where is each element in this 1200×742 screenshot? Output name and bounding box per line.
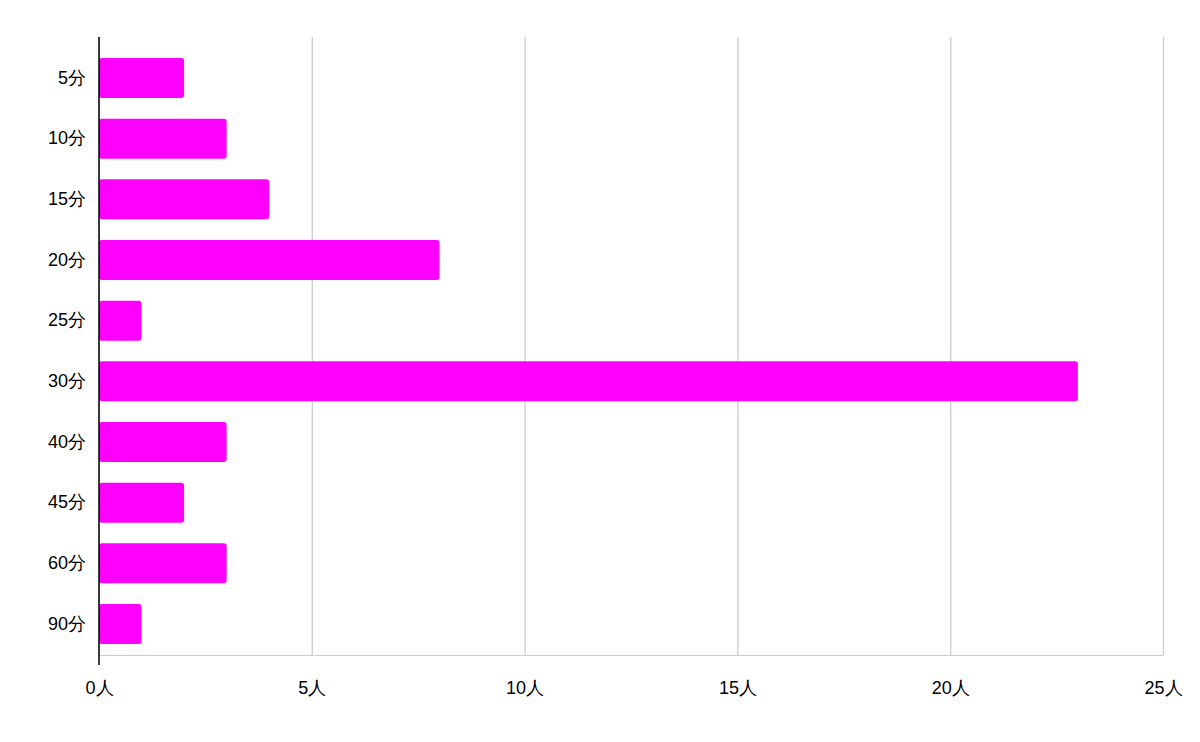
x-tick-label: 10人 bbox=[506, 678, 544, 698]
bar bbox=[99, 119, 227, 159]
y-tick: 5分 bbox=[58, 68, 86, 88]
y-tick: 10分 bbox=[48, 128, 86, 148]
x-tick-label: 20人 bbox=[932, 678, 970, 698]
y-tick: 40分 bbox=[48, 432, 86, 452]
y-tick-label: 25分 bbox=[48, 310, 86, 330]
y-tick-label: 20分 bbox=[48, 250, 86, 270]
y-tick-label: 40分 bbox=[48, 432, 86, 452]
chart: 0人 5人 10人 15人 20人 25人 5分 10分 15分 20分 25分 30分 40分 45分 6… bbox=[0, 0, 1200, 742]
y-tick: 20分 bbox=[48, 250, 86, 270]
x-tick-label: 5人 bbox=[298, 678, 326, 698]
y-tick: 90分 bbox=[48, 614, 86, 634]
x-axis-line bbox=[100, 655, 1164, 656]
y-tick-label: 15分 bbox=[48, 189, 86, 209]
y-tick: 30分 bbox=[48, 371, 86, 391]
y-tick-label: 10分 bbox=[48, 128, 86, 148]
x-tick-label: 0人 bbox=[85, 678, 113, 698]
bar bbox=[99, 361, 1078, 401]
y-tick: 60分 bbox=[48, 553, 86, 573]
grid-line bbox=[950, 37, 951, 655]
x-tick-label: 15人 bbox=[719, 678, 757, 698]
bar bbox=[99, 240, 439, 280]
y-tick: 45分 bbox=[48, 492, 86, 512]
y-tick-label: 60分 bbox=[48, 553, 86, 573]
y-axis: 5分 10分 15分 20分 25分 30分 40分 45分 60分 90分 bbox=[48, 37, 99, 665]
bar bbox=[99, 58, 184, 98]
grid-line bbox=[737, 37, 738, 655]
y-tick-label: 90分 bbox=[48, 614, 86, 634]
y-tick-label: 30分 bbox=[48, 371, 86, 391]
bar bbox=[99, 483, 184, 523]
grid-line bbox=[1163, 37, 1164, 655]
y-tick: 15分 bbox=[48, 189, 86, 209]
y-tick-label: 45分 bbox=[48, 492, 86, 512]
grid-line bbox=[312, 37, 313, 655]
y-axis-line bbox=[98, 37, 100, 665]
bar bbox=[99, 301, 142, 341]
x-tick: 25人 bbox=[1144, 37, 1182, 698]
bar bbox=[99, 422, 227, 462]
grid-line bbox=[524, 37, 525, 655]
bar bbox=[99, 179, 269, 219]
y-tick: 25分 bbox=[48, 310, 86, 330]
plot: 0人 5人 10人 15人 20人 25人 5分 10分 15分 20分 25分 30分 40分 45分 6… bbox=[48, 37, 1183, 698]
x-tick-label: 25人 bbox=[1144, 678, 1182, 698]
bar bbox=[99, 543, 227, 583]
y-tick-label: 5分 bbox=[58, 68, 86, 88]
bars bbox=[99, 58, 1078, 644]
x-axis: 0人 5人 10人 15人 20人 25人 bbox=[85, 37, 1182, 698]
bar bbox=[99, 604, 142, 644]
